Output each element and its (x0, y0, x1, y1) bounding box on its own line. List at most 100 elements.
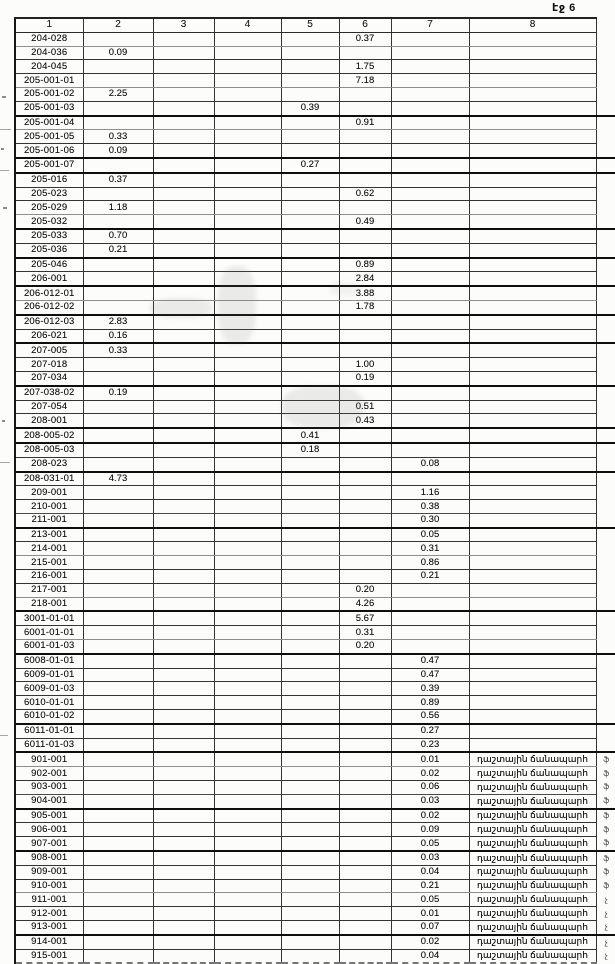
page-edge-fragment (596, 384, 615, 401)
cell-c2: 0.16 (82, 328, 154, 344)
cell-c2: 4.73 (82, 470, 154, 487)
scan-artifact (0, 170, 9, 171)
cell-c7 (390, 370, 470, 387)
cell-c2 (82, 919, 154, 936)
cell-c6 (338, 864, 392, 880)
cell-c6 (338, 485, 392, 501)
cell-c8 (468, 59, 597, 75)
cell-c1: 207-038-02 (14, 384, 84, 401)
column-header: 8 (468, 16, 597, 33)
cell-c6 (338, 948, 392, 964)
cell-c1: 6008-01-01 (14, 652, 84, 669)
cell-c8 (468, 156, 597, 174)
table-row: 915-001 0.04 դաշտային ճանապարհ չ (14, 948, 615, 964)
cell-c8: դաշտային ճանապարհ (468, 892, 597, 908)
page-edge-fragment (596, 300, 615, 314)
cell-c4 (213, 906, 282, 921)
scan-artifact (1, 148, 4, 150)
cell-c3 (152, 793, 215, 810)
cell-c6 (338, 342, 392, 359)
cell-c7 (390, 143, 470, 159)
cell-c2: 1.18 (82, 200, 154, 216)
cell-c1: 915-001 (14, 948, 84, 964)
cell-c4 (213, 751, 282, 768)
cell-c8 (468, 285, 597, 301)
cell-c8 (468, 129, 597, 145)
table-row: 205-001-07 0.27 (14, 156, 615, 174)
cell-c1: 6001-01-03 (14, 639, 84, 655)
page-edge-fragment (596, 500, 615, 514)
cell-c4 (213, 526, 282, 543)
cell-c3 (152, 100, 215, 117)
cell-c8: դաշտային ճանապարհ (468, 751, 597, 768)
cell-c2 (82, 625, 154, 641)
cell-c3 (152, 512, 215, 529)
cell-c8: դաշտային ճանապարհ (468, 948, 597, 964)
cell-c8 (468, 45, 597, 61)
cell-c5 (280, 933, 340, 950)
cell-c6: 0.31 (338, 625, 392, 641)
cell-c8 (468, 512, 597, 529)
cell-c6 (338, 156, 392, 174)
cell-c5: 0.18 (280, 441, 340, 458)
cell-c4 (213, 948, 282, 964)
cell-c1: 6009-01-01 (14, 667, 84, 683)
cell-c2 (82, 31, 154, 47)
cell-c3 (152, 849, 215, 866)
cell-c6: 0.51 (338, 399, 392, 415)
cell-c5 (280, 384, 340, 401)
cell-c3 (152, 695, 215, 711)
cell-c2: 0.21 (82, 242, 154, 259)
cell-c7 (390, 86, 470, 102)
cell-c6: 1.00 (338, 357, 392, 372)
cell-c6 (338, 313, 392, 330)
scan-artifact (0, 129, 11, 130)
cell-c7 (390, 342, 470, 359)
cell-c7 (390, 45, 470, 61)
table-row: 903-001 0.06 դաշտային ճանապարհ ֆ (14, 780, 615, 795)
page-edge-fragment: չ (604, 951, 608, 961)
cell-c1: 208-005-02 (14, 427, 84, 444)
cell-c2 (82, 485, 154, 501)
cell-c6: 5.67 (338, 610, 392, 627)
cell-c6: 1.78 (338, 299, 392, 316)
page-edge-fragment (596, 256, 615, 272)
cell-c7: 0.04 (390, 948, 470, 964)
cell-c4 (213, 681, 282, 697)
table-row: 206-012-03 2.83 (14, 313, 615, 330)
cell-c8 (468, 722, 597, 739)
cell-c5 (280, 214, 340, 230)
table-body: 204-028 0.37 204-036 0.09 204-045 1.75 205-001… (14, 31, 615, 964)
table-row: 208-031-01 4.73 (14, 470, 615, 487)
cell-c1: 204-045 (14, 59, 84, 75)
page-edge-spacer (596, 18, 615, 32)
cell-c4 (213, 256, 282, 273)
cell-c1: 914-001 (14, 933, 84, 950)
cell-c2 (82, 878, 154, 894)
cell-c2 (82, 214, 154, 230)
table-row: 205-001-03 0.39 (14, 100, 615, 117)
cell-c1: 901-001 (14, 751, 84, 768)
cell-c3 (152, 555, 215, 571)
table-row: 205-001-01 7.18 (14, 73, 615, 88)
cell-c2 (82, 906, 154, 921)
page-edge-fragment (596, 414, 615, 428)
cell-c5 (280, 143, 340, 159)
cell-c5 (280, 878, 340, 894)
page-edge-fragment (596, 640, 615, 654)
cell-c5 (280, 200, 340, 216)
cell-c7 (390, 441, 470, 458)
table-row: 6001-01-03 0.20 (14, 639, 615, 655)
cell-c3 (152, 667, 215, 683)
cell-c5 (280, 186, 340, 202)
cell-c4 (213, 625, 282, 641)
cell-c1: 211-001 (14, 512, 84, 529)
cell-c3 (152, 709, 215, 725)
cell-c7 (390, 299, 470, 316)
table-row: 205-033 0.70 (14, 227, 615, 244)
cell-c3 (152, 499, 215, 514)
cell-c7: 0.31 (390, 541, 470, 557)
page-edge-fragment (596, 130, 615, 144)
cell-c3 (152, 59, 215, 75)
cell-c2 (82, 864, 154, 880)
